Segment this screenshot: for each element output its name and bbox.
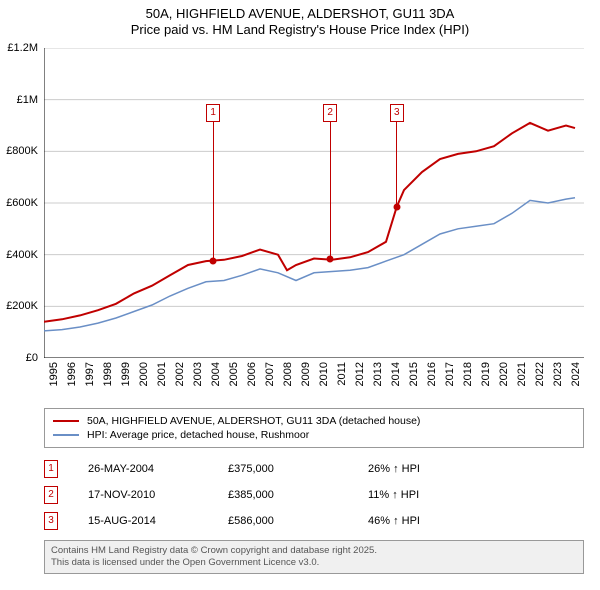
chart-svg: [44, 48, 584, 358]
legend: 50A, HIGHFIELD AVENUE, ALDERSHOT, GU11 3…: [44, 408, 584, 448]
x-tick-label: 2005: [228, 362, 240, 386]
legend-row: 50A, HIGHFIELD AVENUE, ALDERSHOT, GU11 3…: [53, 414, 575, 428]
sale-dot: [327, 255, 334, 262]
x-tick-label: 2022: [534, 362, 546, 386]
y-tick-label: £400K: [6, 249, 38, 261]
chart-container: 50A, HIGHFIELD AVENUE, ALDERSHOT, GU11 3…: [0, 0, 600, 590]
sales-marker-num: 2: [44, 486, 58, 504]
sales-table: 1 26-MAY-2004£375,00026% ↑ HPI 2 17-NOV-201…: [44, 456, 584, 534]
x-tick-label: 2021: [516, 362, 528, 386]
marker-line: [396, 122, 397, 207]
sale-marker-box: 1: [206, 104, 220, 122]
legend-row: HPI: Average price, detached house, Rush…: [53, 428, 575, 442]
sales-date: 15-AUG-2014: [88, 515, 228, 527]
sales-row: 3 15-AUG-2014£586,00046% ↑ HPI: [44, 508, 584, 534]
x-tick-label: 1998: [102, 362, 114, 386]
x-tick-label: 2024: [570, 362, 582, 386]
y-tick-label: £0: [26, 352, 38, 364]
sales-price: £375,000: [228, 463, 368, 475]
x-tick-label: 2013: [372, 362, 384, 386]
x-tick-label: 2004: [210, 362, 222, 386]
x-tick-label: 2006: [246, 362, 258, 386]
x-tick-label: 2017: [444, 362, 456, 386]
sales-hpi: 26% ↑ HPI: [368, 463, 584, 475]
x-tick-label: 2019: [480, 362, 492, 386]
attribution-line2: This data is licensed under the Open Gov…: [51, 557, 577, 569]
x-tick-label: 2015: [408, 362, 420, 386]
x-tick-label: 2018: [462, 362, 474, 386]
y-tick-label: £600K: [6, 197, 38, 209]
legend-swatch: [53, 434, 79, 436]
legend-label: 50A, HIGHFIELD AVENUE, ALDERSHOT, GU11 3…: [87, 415, 420, 427]
sales-price: £586,000: [228, 515, 368, 527]
marker-line: [330, 122, 331, 259]
x-tick-label: 2000: [138, 362, 150, 386]
sales-hpi: 11% ↑ HPI: [368, 489, 584, 501]
title-address: 50A, HIGHFIELD AVENUE, ALDERSHOT, GU11 3…: [0, 6, 600, 22]
sales-date: 17-NOV-2010: [88, 489, 228, 501]
x-tick-label: 2010: [318, 362, 330, 386]
x-tick-label: 1997: [84, 362, 96, 386]
x-tick-label: 2016: [426, 362, 438, 386]
title-subtitle: Price paid vs. HM Land Registry's House …: [0, 22, 600, 38]
sales-price: £385,000: [228, 489, 368, 501]
y-tick-label: £200K: [6, 300, 38, 312]
sales-marker-num: 1: [44, 460, 58, 478]
marker-line: [213, 122, 214, 261]
y-tick-label: £800K: [6, 145, 38, 157]
sale-dot: [210, 258, 217, 265]
x-tick-label: 2002: [174, 362, 186, 386]
legend-swatch: [53, 420, 79, 422]
x-tick-label: 1995: [48, 362, 60, 386]
y-tick-label: £1M: [17, 94, 38, 106]
title-block: 50A, HIGHFIELD AVENUE, ALDERSHOT, GU11 3…: [0, 0, 600, 39]
legend-label: HPI: Average price, detached house, Rush…: [87, 429, 309, 441]
x-tick-label: 2008: [282, 362, 294, 386]
x-tick-label: 1996: [66, 362, 78, 386]
attribution: Contains HM Land Registry data © Crown c…: [44, 540, 584, 574]
sales-row: 1 26-MAY-2004£375,00026% ↑ HPI: [44, 456, 584, 482]
x-tick-label: 2023: [552, 362, 564, 386]
sales-hpi: 46% ↑ HPI: [368, 515, 584, 527]
sales-row: 2 17-NOV-2010£385,00011% ↑ HPI: [44, 482, 584, 508]
sale-dot: [393, 203, 400, 210]
x-tick-label: 2011: [336, 362, 348, 386]
x-tick-label: 2007: [264, 362, 276, 386]
sale-marker-box: 3: [390, 104, 404, 122]
attribution-line1: Contains HM Land Registry data © Crown c…: [51, 545, 577, 557]
x-tick-label: 2009: [300, 362, 312, 386]
x-axis-labels: 1995 1996 1997 1998 1999 2000 2001 2002 2003 2004…: [44, 360, 584, 410]
x-tick-label: 2014: [390, 362, 402, 386]
y-tick-label: £1.2M: [7, 42, 38, 54]
sales-marker-num: 3: [44, 512, 58, 530]
x-tick-label: 1999: [120, 362, 132, 386]
chart-area: 1 2 3: [44, 48, 584, 358]
y-axis-labels: £0£200K£400K£600K£800K£1M£1.2M: [0, 48, 40, 358]
sales-date: 26-MAY-2004: [88, 463, 228, 475]
x-tick-label: 2001: [156, 362, 168, 386]
x-tick-label: 2012: [354, 362, 366, 386]
sale-marker-box: 2: [323, 104, 337, 122]
x-tick-label: 2020: [498, 362, 510, 386]
x-tick-label: 2003: [192, 362, 204, 386]
